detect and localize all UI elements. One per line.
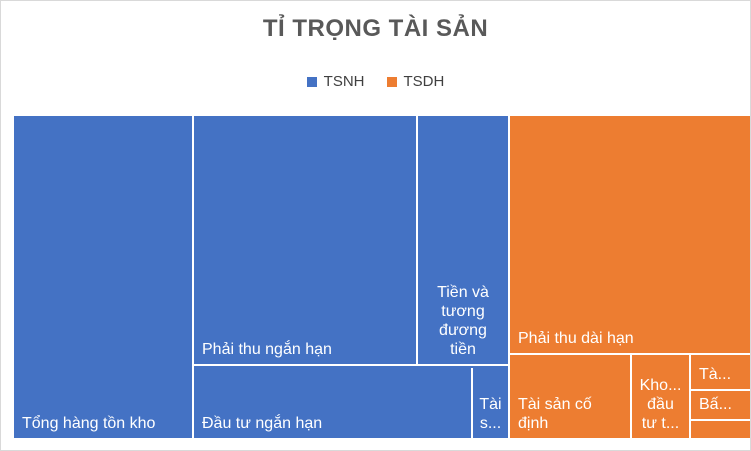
treemap-tile-tsnh [473,368,508,438]
treemap-label: tương [441,303,484,320]
treemap-label: Tổng hàng tồn kho [22,414,156,432]
treemap-tile-tsdh [691,355,750,389]
treemap-label: Kho... [640,377,682,394]
chart-title: TỈ TRỌNG TÀI SẢN [262,15,489,42]
treemap-label: Tà... [699,366,731,383]
treemap-tile-tsdh [510,116,750,353]
treemap-label: s... [480,415,501,432]
treemap-tile-tsdh [691,421,750,438]
treemap-tile-tsnh [418,116,508,364]
legend-swatch-tsnh [306,76,317,87]
treemap-label: đầu [647,396,674,413]
treemap-tile-tsnh [194,116,416,364]
treemap-label: tư t... [642,415,679,432]
treemap-label: định [518,415,548,432]
treemap-label: Phải thu ngắn hạn [202,339,332,358]
treemap-label: Đầu tư ngắn hạn [202,413,322,432]
treemap-tile-tsdh [691,391,750,419]
legend-label-tsdh: TSDH [403,73,445,90]
treemap-tile-tsdh [510,355,630,438]
treemap-tile-tsdh [632,355,689,438]
treemap-label: tiền [450,341,476,358]
treemap-label: Tài sản cố [518,396,592,413]
legend-swatch-tsdh [386,76,397,87]
legend-item-tsdh: TSDH [386,73,445,90]
treemap-label: đương [439,322,487,339]
treemap-label: Tiền và [437,284,489,301]
treemap-label: Bấ... [699,396,732,413]
treemap-tile-tsnh [194,368,471,438]
treemap-label: Tài [479,396,501,413]
treemap-tile-tsnh [194,366,508,368]
treemap-tile-tsnh [14,116,192,438]
legend-label-tsnh: TSNH [323,73,365,90]
legend-item-tsnh: TSNH [306,73,365,90]
treemap-label: Phải thu dài hạn [518,330,634,347]
legend: TSNH TSDH [1,73,750,90]
